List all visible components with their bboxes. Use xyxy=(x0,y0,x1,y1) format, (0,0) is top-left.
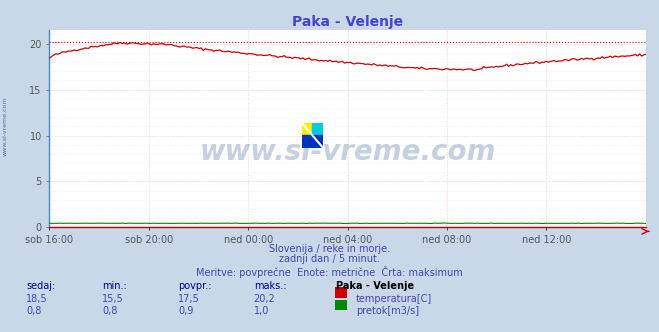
Bar xyxy=(302,135,323,148)
Text: 0,9: 0,9 xyxy=(178,306,193,316)
Text: pretok[m3/s]: pretok[m3/s] xyxy=(356,306,419,316)
Text: povpr.:: povpr.: xyxy=(178,281,212,290)
Bar xyxy=(302,123,312,135)
Text: Slovenija / reke in morje.: Slovenija / reke in morje. xyxy=(269,244,390,254)
Text: Meritve: povprečne  Enote: metrične  Črta: maksimum: Meritve: povprečne Enote: metrične Črta:… xyxy=(196,266,463,278)
Bar xyxy=(312,123,323,135)
Text: 0,8: 0,8 xyxy=(26,306,42,316)
Title: Paka - Velenje: Paka - Velenje xyxy=(292,15,403,29)
Text: min.:: min.: xyxy=(102,281,127,290)
Text: zadnji dan / 5 minut.: zadnji dan / 5 minut. xyxy=(279,254,380,264)
Text: 17,5: 17,5 xyxy=(178,294,200,304)
Text: 18,5: 18,5 xyxy=(26,294,48,304)
Text: www.si-vreme.com: www.si-vreme.com xyxy=(3,96,8,156)
Text: 20,2: 20,2 xyxy=(254,294,275,304)
Text: 1,0: 1,0 xyxy=(254,306,269,316)
Text: 0,8: 0,8 xyxy=(102,306,117,316)
Text: temperatura[C]: temperatura[C] xyxy=(356,294,432,304)
Text: sedaj:: sedaj: xyxy=(26,281,55,290)
Text: maks.:: maks.: xyxy=(254,281,286,290)
Text: www.si-vreme.com: www.si-vreme.com xyxy=(200,138,496,166)
Text: Paka - Velenje: Paka - Velenje xyxy=(336,281,415,290)
Text: 15,5: 15,5 xyxy=(102,294,124,304)
